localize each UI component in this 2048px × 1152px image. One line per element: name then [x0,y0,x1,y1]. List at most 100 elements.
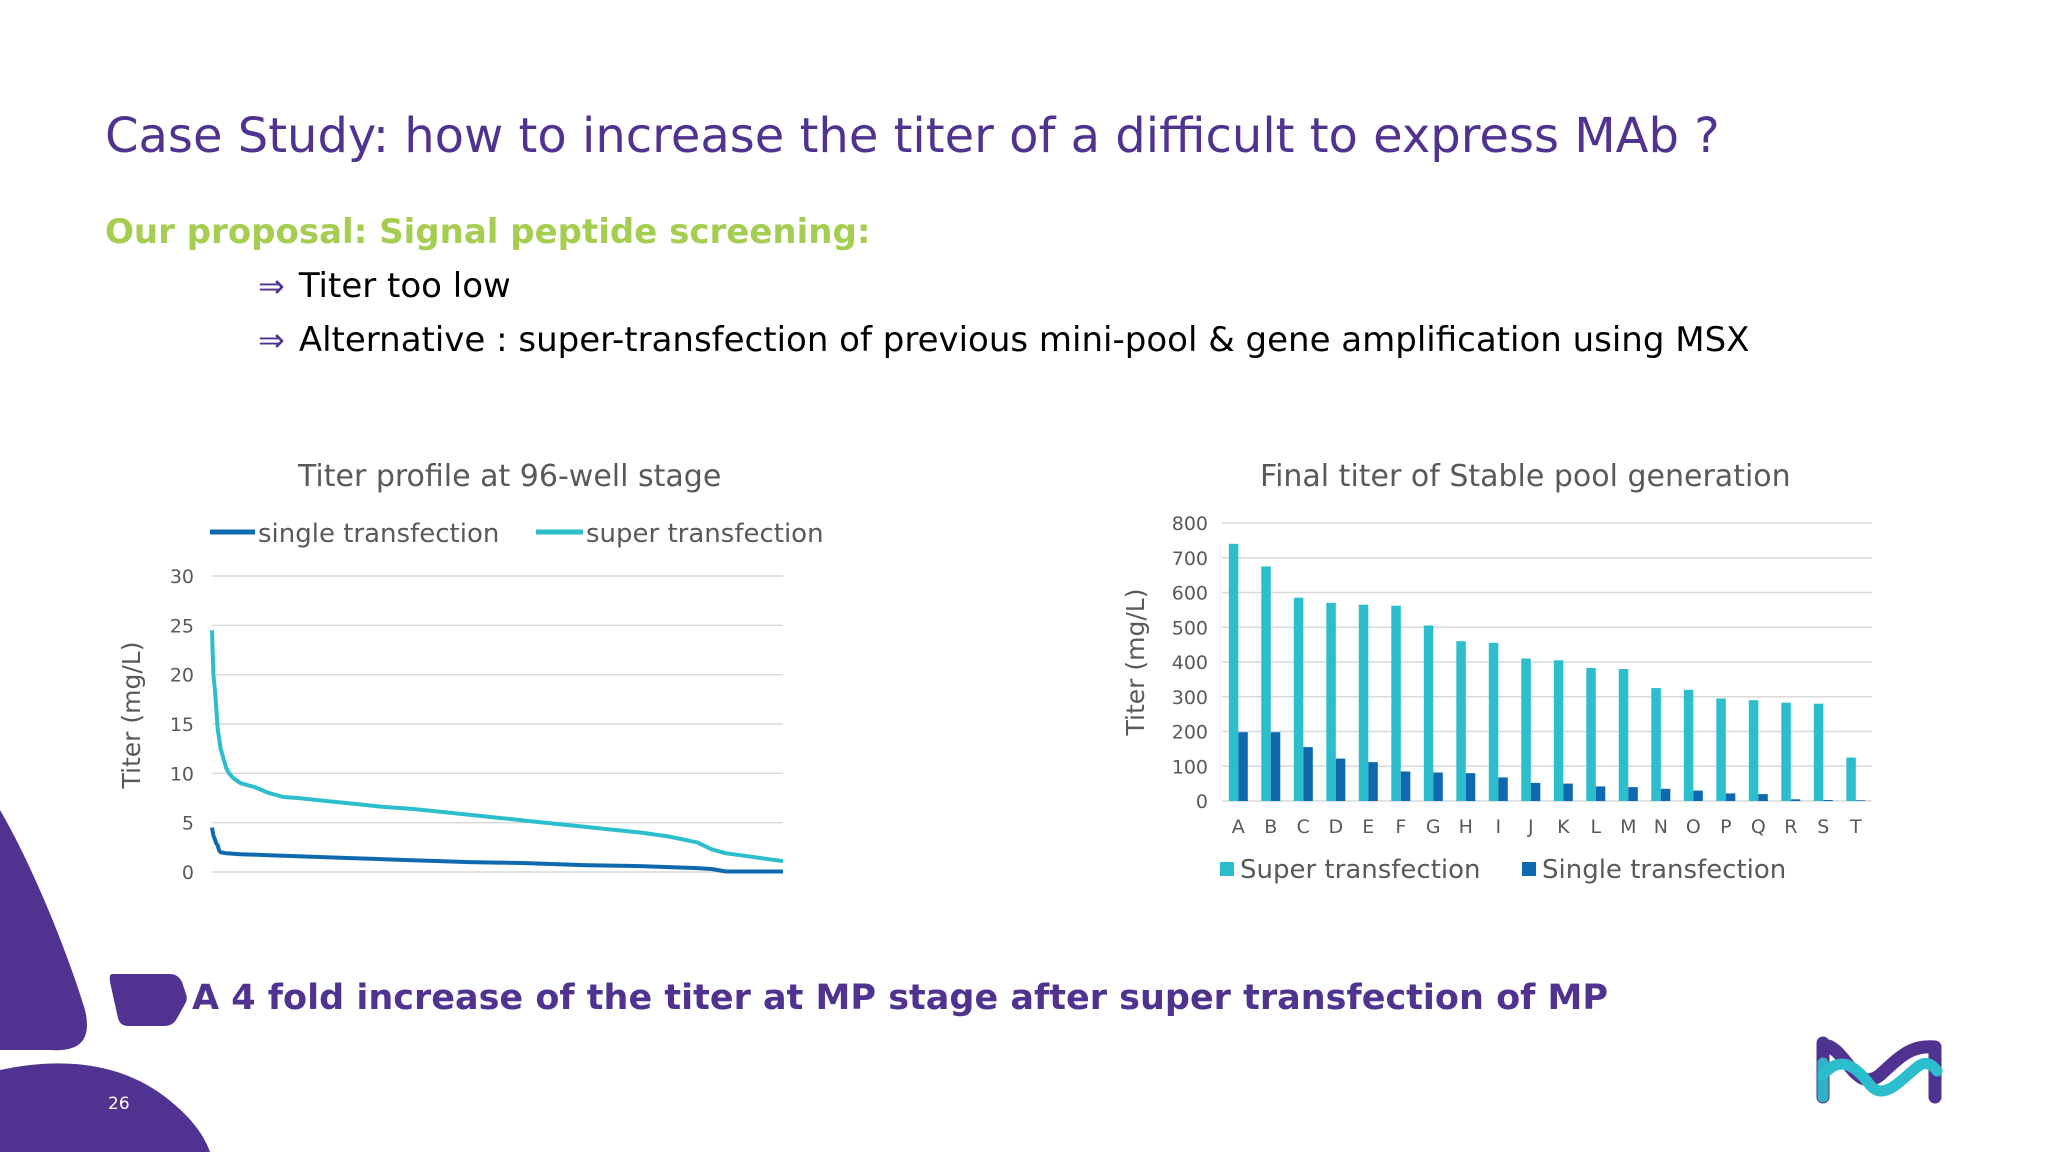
bar-super-L [1586,667,1596,801]
bar-super-B [1261,566,1271,801]
line-chart-title: Titer profile at 96-well stage [298,459,722,494]
bar-single-L [1595,786,1606,801]
bar-single-R [1790,799,1801,801]
y-tick-label: 400 [1172,652,1208,674]
x-tick-label: B [1264,816,1277,838]
bar-super-Q [1748,700,1759,801]
bar-single-A [1238,732,1248,801]
bar-super-F [1391,605,1401,801]
callout-marker-shape [109,974,187,1026]
bar-chart-title: Final titer of Stable pool generation [1260,459,1791,494]
bar-single-F [1400,771,1411,801]
bar-single-O [1693,790,1703,801]
x-tick-label: H [1459,816,1473,838]
y-tick-label: 800 [1172,513,1208,535]
bar-super-S [1813,703,1824,801]
x-tick-label: L [1591,816,1602,838]
slide-title: Case Study: how to increase the titer of… [105,108,1720,164]
bar-chart-y-axis-label: Titer (mg/L) [1121,589,1150,737]
x-tick-label: T [1849,816,1862,838]
x-tick-label: M [1620,816,1636,838]
y-tick-label: 500 [1172,617,1208,639]
x-tick-label: N [1654,816,1668,838]
legend-label-single-transfection: Single transfection [1542,855,1786,885]
bar-super-O [1683,689,1694,801]
bullet-text: Titer too low [298,266,511,306]
legend-label-super: super transfection [586,519,824,549]
y-tick-label: 25 [170,615,194,637]
x-tick-label: A [1232,816,1245,838]
purple-wave-shape [0,1063,210,1152]
bar-single-B [1270,732,1281,801]
bar-single-M [1628,787,1638,801]
legend-swatch-super-transfection [1220,862,1234,876]
y-tick-label: 700 [1172,548,1208,570]
bar-super-I [1488,642,1499,801]
brand-logo [1816,1036,1943,1104]
x-tick-label: D [1328,816,1343,838]
x-tick-label: R [1784,816,1797,838]
bar-super-N [1651,688,1661,801]
x-tick-label: O [1686,816,1701,838]
bar-chart: Titer (mg/L) 0 100 200 300 400 500 600 700 800 A B… [1121,513,1872,885]
y-tick-label: 0 [182,862,194,884]
y-tick-label: 600 [1172,583,1208,605]
bar-super-A [1228,543,1239,801]
bar-super-T [1846,757,1856,801]
x-tick-label: Q [1751,816,1766,838]
implies-arrow-icon: ⇒ [258,267,285,305]
x-tick-label: G [1426,816,1441,838]
bar-super-C [1293,597,1304,801]
bar-single-N [1660,788,1671,801]
y-tick-label: 30 [170,566,194,588]
y-tick-label: 10 [170,763,194,785]
bar-super-J [1521,658,1531,801]
bar-super-K [1553,660,1564,801]
slide-subtitle: Our proposal: Signal peptide screening: [105,212,871,252]
y-tick-label: 100 [1172,756,1208,778]
legend-swatch-single-transfection [1522,862,1536,876]
legend-label-single: single transfection [258,519,499,549]
conclusion-callout: A 4 fold increase of the titer at MP sta… [192,978,1609,1018]
bar-single-H [1465,773,1476,801]
bar-single-J [1530,782,1541,801]
y-tick-label: 200 [1172,722,1208,744]
bar-single-S [1823,800,1833,801]
bullet-item: ⇒ Alternative : super-transfection of pre… [258,320,1749,360]
bar-super-G [1423,625,1434,801]
bar-single-Q [1758,794,1768,801]
bar-single-I [1498,777,1508,801]
bar-single-K [1563,783,1573,801]
y-tick-label: 5 [182,813,194,835]
y-tick-label: 15 [170,714,194,736]
bullet-text: Alternative : super-transfection of prev… [298,320,1750,360]
series-line-single-transfection [210,827,783,874]
y-tick-label: 0 [1196,791,1208,813]
x-tick-label: C [1297,816,1310,838]
bar-super-H [1456,641,1466,801]
x-tick-label: I [1495,816,1501,838]
y-tick-label: 20 [170,665,194,687]
line-chart-y-axis-label: Titer (mg/L) [117,642,146,790]
bar-single-D [1335,758,1346,801]
logo-teal-stroke [1817,1057,1943,1097]
legend-label-super-transfection: Super transfection [1240,855,1481,885]
page-number: 26 [108,1094,130,1114]
bar-single-G [1433,772,1443,801]
x-tick-label: P [1720,816,1731,838]
bar-super-P [1716,698,1726,801]
bar-single-C [1303,747,1313,801]
series-line-super-transfection [210,630,784,864]
x-tick-label: J [1527,816,1534,838]
line-chart: single transfection super transfection T… [117,519,824,884]
bar-single-P [1725,793,1736,801]
bar-single-E [1368,762,1378,801]
x-tick-label: F [1395,816,1406,838]
decorative-corner-shapes [0,810,210,1152]
y-tick-label: 300 [1172,687,1208,709]
implies-arrow-icon: ⇒ [258,321,285,359]
x-tick-label: K [1557,816,1570,838]
purple-blob-shape [0,810,87,1051]
bullet-item: ⇒ Titer too low [258,266,511,306]
x-tick-label: S [1817,816,1829,838]
